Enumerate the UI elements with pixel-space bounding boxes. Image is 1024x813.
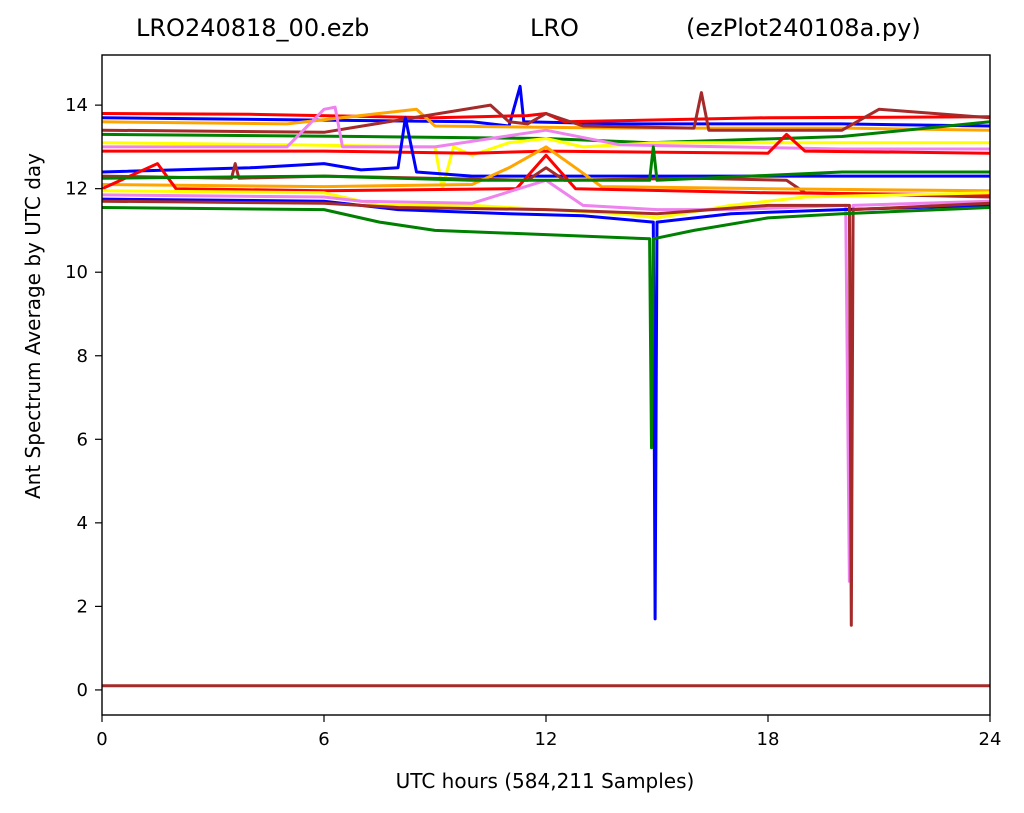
series-line-0 bbox=[101, 84, 991, 128]
x-tick-label: 0 bbox=[96, 729, 107, 750]
x-tick-label: 18 bbox=[757, 729, 780, 750]
chart-title-filename: LRO240818_00.ezb bbox=[136, 14, 370, 42]
y-tick-label: 8 bbox=[77, 346, 88, 367]
y-tick-label: 0 bbox=[77, 680, 88, 701]
series-line-1 bbox=[101, 112, 991, 124]
y-tick-label: 12 bbox=[65, 179, 88, 200]
y-tick-label: 10 bbox=[65, 262, 88, 283]
y-tick-label: 14 bbox=[65, 95, 88, 116]
x-tick-label: 6 bbox=[318, 729, 329, 750]
series-line-6 bbox=[102, 105, 990, 151]
x-axis-label: UTC hours (584,211 Samples) bbox=[395, 769, 695, 793]
series-line-9 bbox=[101, 162, 991, 199]
series-line-15 bbox=[101, 199, 991, 627]
y-tick-label: 4 bbox=[77, 513, 88, 534]
x-tick-label: 24 bbox=[979, 729, 1002, 750]
x-tick-label: 12 bbox=[535, 729, 558, 750]
series-line-7 bbox=[102, 132, 991, 155]
series-line-8 bbox=[101, 116, 990, 178]
series-line-16 bbox=[101, 206, 991, 450]
y-tick-label: 6 bbox=[77, 429, 88, 450]
series-line-2 bbox=[101, 107, 991, 132]
series-line-13 bbox=[101, 178, 991, 583]
series-line-10 bbox=[101, 145, 991, 193]
y-tick-label: 2 bbox=[77, 596, 88, 617]
series-line-3 bbox=[101, 91, 991, 134]
series-line-17 bbox=[101, 145, 990, 182]
series-line-14 bbox=[101, 197, 991, 621]
plot-area-frame bbox=[101, 54, 991, 716]
chart-title-script: (ezPlot240108a.py) bbox=[686, 14, 921, 42]
chart-title-station: LRO bbox=[530, 14, 579, 42]
series-layer bbox=[101, 84, 991, 688]
y-axis-label: Ant Spectrum Average by UTC day bbox=[21, 153, 45, 499]
